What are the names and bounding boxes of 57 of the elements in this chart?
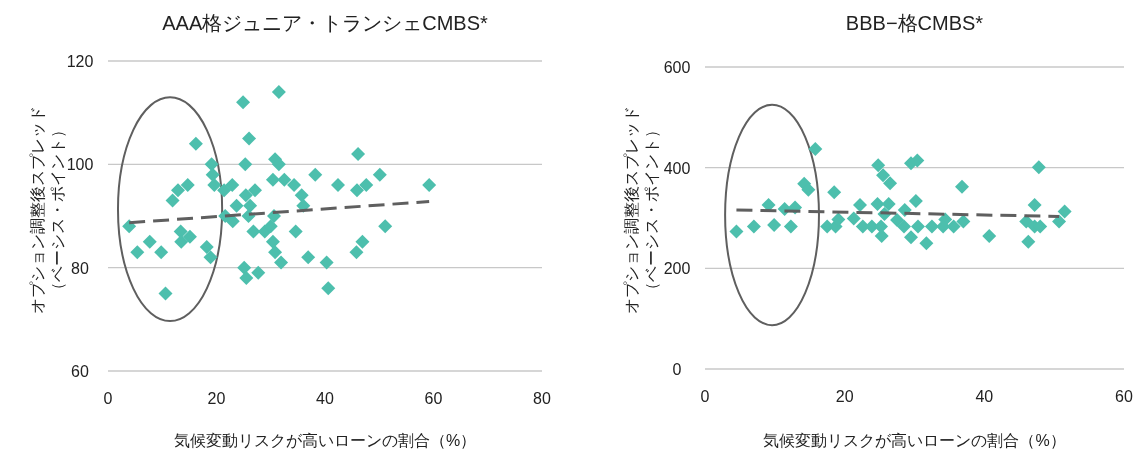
- x-tick-label: 0: [103, 390, 113, 407]
- x-tick-label: 40: [975, 388, 994, 405]
- point: [761, 197, 776, 212]
- point: [1019, 214, 1034, 229]
- y-tick-label: 200: [663, 260, 691, 278]
- point: [910, 219, 925, 234]
- point: [846, 211, 861, 226]
- point: [924, 219, 939, 234]
- point: [808, 142, 823, 157]
- point: [870, 196, 885, 211]
- point: [783, 219, 798, 234]
- point: [1031, 160, 1046, 175]
- point: [853, 197, 868, 212]
- point: [904, 230, 919, 245]
- y-tick-label: 80: [71, 259, 89, 277]
- point: [946, 219, 961, 234]
- point: [874, 229, 889, 244]
- point: [883, 176, 898, 191]
- point: [746, 219, 761, 234]
- x-tick-label: 60: [424, 390, 443, 407]
- point: [1027, 197, 1042, 212]
- x-tick-label: 0: [700, 388, 710, 405]
- point: [831, 212, 846, 227]
- x-tick-label: 60: [1115, 388, 1133, 405]
- point: [876, 168, 891, 183]
- y-tick-label: 600: [663, 59, 691, 76]
- point: [890, 213, 905, 228]
- point: [908, 193, 923, 208]
- y-tick-label: 400: [663, 159, 691, 177]
- point: [1021, 234, 1036, 249]
- chart-title: AAA格ジュニア・トランシェCMBS*: [162, 12, 489, 34]
- y-axis-title: オプション調整後スプレッド（ベーシス・ポイント）: [622, 105, 661, 316]
- x-tick-label: 80: [533, 390, 551, 407]
- y-tick-label: 60: [71, 363, 89, 380]
- y-tick-label: 100: [66, 156, 94, 174]
- y-tick-label: 120: [66, 53, 94, 70]
- point: [1052, 214, 1067, 229]
- x-axis-title: 気候変動リスクが高いローンの割合（%）: [173, 432, 477, 449]
- point: [956, 214, 971, 229]
- point: [871, 158, 886, 173]
- point: [919, 236, 934, 251]
- point: [827, 185, 842, 200]
- point: [881, 196, 896, 211]
- point: [982, 229, 997, 244]
- chart-title: BBB−格CMBS*: [845, 12, 984, 34]
- y-axis-title: オプション調整後スプレッド（ベーシス・ポイント）: [28, 105, 67, 316]
- x-tick-label: 40: [316, 390, 334, 407]
- x-tick-label: 20: [835, 388, 854, 405]
- y-tick-label: 0: [672, 361, 682, 378]
- point: [954, 179, 969, 194]
- point: [767, 218, 782, 233]
- x-tick-label: 20: [207, 390, 226, 407]
- x-axis-title: 気候変動リスクが高いローンの割合（%）: [763, 432, 1066, 449]
- point: [729, 224, 744, 239]
- point: [897, 219, 912, 234]
- point: [1057, 204, 1072, 219]
- point: [801, 182, 816, 197]
